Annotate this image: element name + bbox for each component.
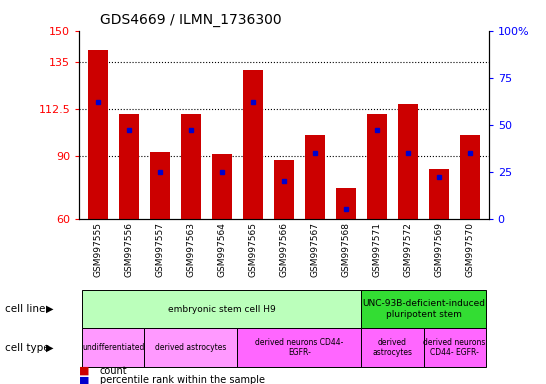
Text: GDS4669 / ILMN_1736300: GDS4669 / ILMN_1736300 bbox=[99, 13, 281, 27]
Text: UNC-93B-deficient-induced
pluripotent stem: UNC-93B-deficient-induced pluripotent st… bbox=[362, 300, 485, 319]
Bar bbox=[118, 114, 139, 219]
Bar bbox=[398, 104, 418, 219]
Text: count: count bbox=[100, 366, 128, 376]
Text: derived
astrocytes: derived astrocytes bbox=[372, 338, 412, 357]
Bar bbox=[305, 135, 325, 219]
Text: ■: ■ bbox=[79, 366, 90, 376]
Text: cell type: cell type bbox=[5, 343, 50, 353]
Bar bbox=[429, 169, 449, 219]
Text: percentile rank within the sample: percentile rank within the sample bbox=[100, 375, 265, 384]
Text: embryonic stem cell H9: embryonic stem cell H9 bbox=[168, 305, 276, 314]
Text: ■: ■ bbox=[79, 375, 90, 384]
Text: ▶: ▶ bbox=[46, 343, 54, 353]
Bar bbox=[243, 70, 263, 219]
Text: cell line: cell line bbox=[5, 304, 46, 314]
Bar bbox=[150, 152, 170, 219]
Text: derived neurons CD44-
EGFR-: derived neurons CD44- EGFR- bbox=[255, 338, 343, 357]
Text: derived astrocytes: derived astrocytes bbox=[155, 343, 227, 352]
Bar bbox=[336, 187, 356, 219]
Bar bbox=[367, 114, 387, 219]
Bar bbox=[212, 154, 232, 219]
Bar bbox=[460, 135, 480, 219]
Bar bbox=[274, 161, 294, 219]
Bar bbox=[88, 50, 108, 219]
Bar bbox=[181, 114, 201, 219]
Text: derived neurons
CD44- EGFR-: derived neurons CD44- EGFR- bbox=[423, 338, 486, 357]
Text: undifferentiated: undifferentiated bbox=[82, 343, 145, 352]
Text: ▶: ▶ bbox=[46, 304, 54, 314]
